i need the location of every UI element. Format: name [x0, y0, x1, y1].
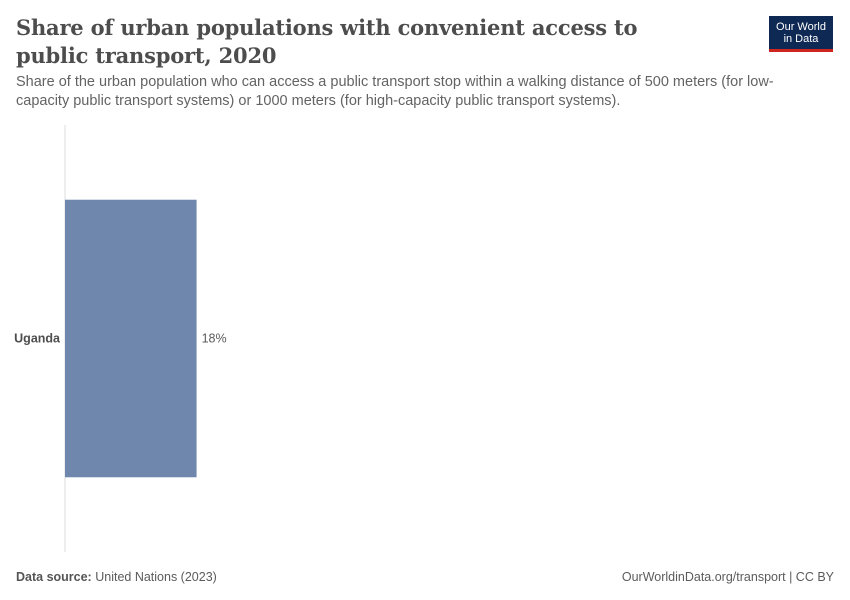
- data-source: Data source: United Nations (2023): [16, 570, 217, 584]
- chart-subtitle: Share of the urban population who can ac…: [16, 74, 774, 109]
- url-license[interactable]: OurWorldinData.org/transport | CC BY: [621, 570, 834, 584]
- logo-line-2: in Data: [783, 33, 819, 45]
- logo-line-1: Our World: [776, 21, 826, 33]
- value-label: 18%: [202, 332, 227, 346]
- data-source-label: Data source:: [16, 570, 92, 584]
- owid-logo[interactable]: Our World in Data: [769, 16, 833, 52]
- chart-title: Share of urban populations with convenie…: [16, 15, 638, 68]
- category-label: Uganda: [14, 332, 61, 346]
- bar-uganda[interactable]: [65, 199, 197, 478]
- data-source-link[interactable]: United Nations (2023): [95, 570, 217, 584]
